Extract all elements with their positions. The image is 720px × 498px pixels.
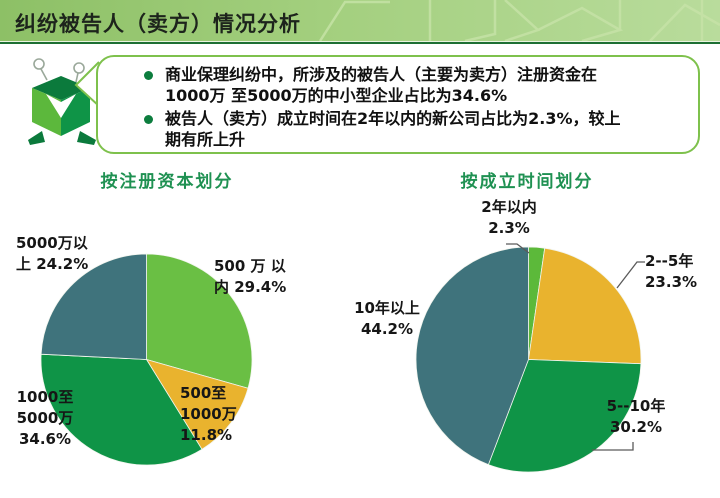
pie-slice-2 [40, 353, 203, 466]
pie-slice-1 [145, 358, 249, 450]
label-5000wan-above: 5000万以 上 24.2% [16, 234, 89, 273]
pie-slice-3 [40, 253, 147, 360]
label-500-1000wan: 500至 1000万 11.8% [180, 384, 237, 444]
callout-bullet-1-text: 商业保理纠纷中，所涉及的被告人（主要为卖方）注册资金在 1000万 至5000万… [165, 65, 598, 105]
right-chart-title: 按成立时间划分 [460, 172, 594, 192]
pie-slice-3 [415, 246, 529, 466]
label-5-10-years: 5--10年 30.2% [606, 397, 666, 436]
callout-bubble: 商业保理纠纷中，所涉及的被告人（主要为卖方）注册资金在 1000万 至5000万… [96, 55, 700, 154]
label-500wan-within: 500 万 以 内 29.4% [214, 257, 287, 296]
bullet-dot-icon [144, 115, 153, 124]
label-1000-5000wan: 1000至 5000万 34.6% [16, 388, 74, 448]
label-2-5-years: 2--5年 23.3% [645, 252, 698, 291]
header-divider [0, 41, 720, 44]
pie-chart-registered-capital [40, 253, 253, 466]
callout-bullet-2: 被告人（卖方）成立时间在2年以内的新公司占比为2.3%，较上 期有所上升 [144, 108, 684, 150]
left-chart-title: 按注册资本划分 [100, 172, 234, 192]
bubble-tail [74, 61, 100, 107]
bullet-dot-icon [144, 71, 153, 80]
pie-slice-0 [146, 253, 253, 389]
pie-chart-establishment-time [415, 246, 642, 473]
callout-bullet-2-text: 被告人（卖方）成立时间在2年以内的新公司占比为2.3%，较上 期有所上升 [165, 109, 621, 149]
mascot-box-icon [28, 58, 96, 145]
header-hexagon-pattern-icon [318, 0, 720, 41]
label-within-2-years: 2年以内 2.3% [481, 198, 537, 237]
pie-slice-1 [528, 247, 642, 365]
header-bar: 纠纷被告人（卖方）情况分析 [0, 0, 720, 41]
label-over-10-years: 10年以上 44.2% [354, 299, 420, 338]
page-title: 纠纷被告人（卖方）情况分析 [15, 12, 301, 36]
callout-bullet-1: 商业保理纠纷中，所涉及的被告人（主要为卖方）注册资金在 1000万 至5000万… [144, 64, 684, 106]
